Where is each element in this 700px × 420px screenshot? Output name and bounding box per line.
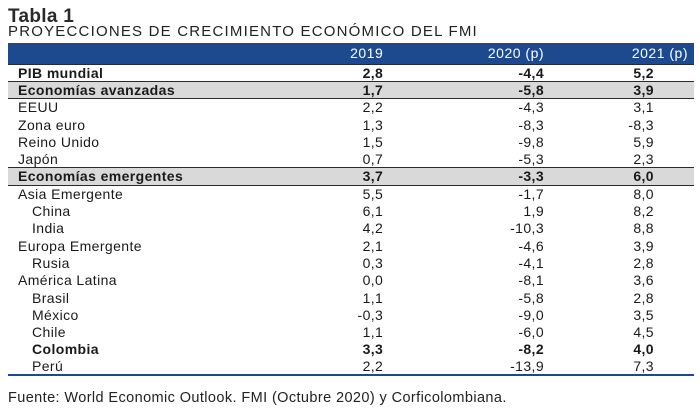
value-cell: 1,5 [362, 133, 384, 150]
table-row: Zona euro 1,3 -8,3 -8,3 [8, 116, 694, 133]
source-note: Fuente: World Economic Outlook. FMI (Oct… [8, 390, 507, 406]
value-cell: -13,9 [423, 358, 585, 377]
row-label: India [32, 220, 65, 237]
value-cell: 3,9 [633, 237, 654, 254]
table-row: Chile 1,1 -6,0 4,5 [8, 323, 694, 340]
row-label: China [32, 203, 71, 220]
value-cell: 3,7 [300, 167, 424, 186]
row-label: Economías emergentes [8, 167, 301, 186]
value-cell: 4,5 [633, 324, 654, 341]
row-label: Perú [8, 358, 301, 377]
row-label: Chile [32, 324, 66, 341]
value-cell: 1,3 [362, 116, 384, 133]
value-cell: 2,2 [300, 358, 424, 377]
row-label: Europa Emergente [18, 237, 142, 254]
table-title: Tabla 1 [8, 6, 75, 27]
growth-projections-table: 2019 2020 (p) 2021 (p) PIB mundial 2,8 -4,… [8, 43, 694, 377]
row-label: América Latina [18, 272, 117, 289]
table-row: Rusia 0,3 -4,1 2,8 [8, 254, 694, 271]
table-row: Japón 0,7 -5,3 2,3 [8, 150, 694, 167]
value-cell: 8,8 [633, 220, 654, 237]
value-cell: 2,3 [633, 150, 654, 167]
value-cell: 5,2 [584, 63, 694, 82]
value-cell: 0,0 [362, 272, 384, 289]
table-row: Economías emergentes 3,7 -3,3 6,0 [8, 167, 694, 186]
value-cell: -8,3 [518, 116, 545, 133]
value-cell: 0,7 [362, 150, 384, 167]
value-cell: 3,9 [584, 80, 694, 100]
row-label: Brasil [32, 289, 70, 306]
table-row: Perú 2,2 -13,9 7,3 [8, 358, 694, 377]
value-cell: -4,1 [518, 254, 545, 271]
value-cell: 1,1 [362, 289, 384, 306]
row-label: Reino Unido [18, 133, 100, 150]
row-label: Japón [18, 150, 59, 167]
table-row: Brasil 1,1 -5,8 2,8 [8, 289, 694, 306]
table-row: Asia Emergente 5,5 -1,7 8,0 [8, 185, 694, 202]
header-row: 2019 2020 (p) 2021 (p) [8, 43, 694, 64]
value-cell: -0,3 [357, 306, 384, 323]
value-cell: -8,1 [518, 272, 545, 289]
value-cell: 1,1 [362, 324, 384, 341]
value-cell: 6,1 [362, 203, 384, 220]
value-cell: 2,1 [362, 237, 384, 254]
value-cell: -6,0 [518, 324, 545, 341]
value-cell: -8,3 [628, 116, 654, 133]
value-cell: 3,5 [633, 306, 654, 323]
value-cell: -10,3 [510, 220, 545, 237]
value-cell: 2,2 [362, 99, 384, 116]
value-cell: -8,2 [518, 341, 545, 358]
value-cell: -9,0 [518, 306, 545, 323]
table-row: Europa Emergente 2,1 -4,6 3,9 [8, 237, 694, 254]
row-label: Asia Emergente [18, 185, 124, 202]
value-cell: -9,8 [518, 133, 545, 150]
value-cell: -3,3 [423, 167, 585, 186]
value-cell: 3,6 [633, 272, 654, 289]
table-row: PIB mundial 2,8 -4,4 5,2 [8, 63, 694, 82]
value-cell: 3,3 [362, 341, 384, 358]
value-cell: 1,9 [523, 203, 545, 220]
value-cell: -4,3 [518, 99, 545, 116]
value-cell: 3,1 [633, 99, 654, 116]
value-cell: 4,2 [362, 220, 384, 237]
value-cell: -5,8 [423, 80, 585, 100]
value-cell: 8,2 [633, 203, 654, 220]
header-label [8, 43, 301, 64]
table-row: EEUU 2,2 -4,3 3,1 [8, 99, 694, 116]
row-label: Economías avanzadas [8, 80, 301, 100]
row-label: México [32, 306, 79, 323]
value-cell: 1,7 [300, 80, 424, 100]
row-label: EEUU [18, 99, 59, 116]
value-cell: -5,8 [518, 289, 545, 306]
row-label: Zona euro [18, 116, 86, 133]
value-cell: 2,8 [633, 254, 654, 271]
value-cell: 7,3 [584, 358, 694, 377]
value-cell: 5,9 [633, 133, 654, 150]
value-cell: -1,7 [518, 185, 545, 202]
row-label: PIB mundial [8, 63, 301, 82]
value-cell: 0,3 [362, 254, 384, 271]
value-cell: 8,0 [633, 185, 654, 202]
value-cell: -4,6 [518, 237, 545, 254]
table-row: América Latina 0,0 -8,1 3,6 [8, 272, 694, 289]
value-cell: 5,5 [362, 185, 384, 202]
table-row: Economías avanzadas 1,7 -5,8 3,9 [8, 80, 694, 100]
table-row: Reino Unido 1,5 -9,8 5,9 [8, 133, 694, 150]
header-2019: 2019 [350, 45, 384, 62]
header-2020: 2020 (p) [487, 45, 545, 62]
table-row: India 4,2 -10,3 8,8 [8, 220, 694, 237]
value-cell: 2,8 [633, 289, 654, 306]
value-cell: 4,0 [633, 341, 654, 358]
row-label: Colombia [32, 341, 99, 358]
value-cell: -5,3 [518, 150, 545, 167]
row-label: Rusia [32, 254, 70, 271]
table-row: México -0,3 -9,0 3,5 [8, 306, 694, 323]
table-row: China 6,1 1,9 8,2 [8, 202, 694, 219]
table-row: Colombia 3,3 -8,2 4,0 [8, 341, 694, 358]
value-cell: 6,0 [584, 167, 694, 186]
value-cell: 2,8 [300, 63, 424, 82]
table-subtitle: PROYECCIONES DE CRECIMIENTO ECONÓMICO DE… [8, 23, 478, 40]
value-cell: -4,4 [423, 63, 585, 82]
header-2021: 2021 (p) [631, 45, 688, 62]
